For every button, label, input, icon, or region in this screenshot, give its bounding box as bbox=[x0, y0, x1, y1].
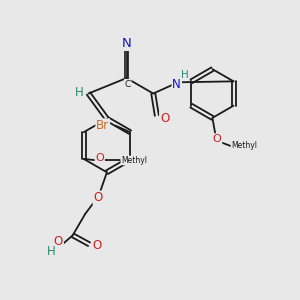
Text: N: N bbox=[122, 37, 131, 50]
Text: Methyl: Methyl bbox=[231, 141, 257, 150]
Text: O: O bbox=[160, 112, 169, 125]
Text: H: H bbox=[47, 244, 56, 258]
Text: C: C bbox=[124, 80, 131, 88]
Text: H: H bbox=[75, 86, 84, 99]
Text: H: H bbox=[181, 70, 189, 80]
Text: O: O bbox=[213, 134, 221, 144]
Text: O: O bbox=[92, 239, 101, 252]
Text: Methyl: Methyl bbox=[121, 156, 147, 165]
Text: N: N bbox=[172, 78, 181, 91]
Text: O: O bbox=[95, 153, 104, 163]
Text: O: O bbox=[93, 191, 103, 204]
Text: Br: Br bbox=[96, 119, 109, 132]
Text: O: O bbox=[54, 235, 63, 248]
